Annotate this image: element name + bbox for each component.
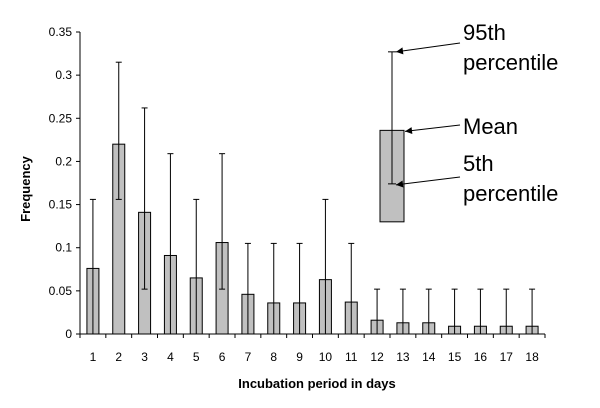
legend-mean-arrow-head bbox=[405, 127, 413, 135]
y-tick-label: 0.35 bbox=[49, 25, 73, 39]
legend-p95-label-line1: 95th bbox=[463, 20, 506, 45]
x-tick-label: 16 bbox=[474, 350, 488, 364]
x-tick-label: 15 bbox=[448, 350, 462, 364]
axes-layer: 00.050.10.150.20.250.30.351 2 3 4 5 6 7 8 9 10 11 1… bbox=[49, 25, 546, 364]
x-tick-label: 4 bbox=[167, 350, 174, 364]
legend-p95-arrow bbox=[395, 42, 461, 53]
x-tick-label: 10 bbox=[319, 350, 333, 364]
y-tick-label: 0.3 bbox=[55, 68, 72, 82]
legend-p5-label-line2: percentile bbox=[463, 181, 558, 206]
x-axis-title: Incubation period in days bbox=[238, 376, 395, 391]
legend-mean-label: Mean bbox=[463, 114, 518, 139]
x-tick-label: 1 bbox=[90, 350, 97, 364]
y-tick-label: 0.15 bbox=[49, 198, 73, 212]
legend-p95-arrow-head bbox=[396, 47, 404, 55]
x-tick-label: 17 bbox=[500, 350, 514, 364]
legend-p5-label-line1: 5th bbox=[463, 151, 494, 176]
legend-p95-label-line2: percentile bbox=[463, 50, 558, 75]
legend-p5-arrow bbox=[395, 176, 461, 186]
x-tick-label: 18 bbox=[525, 350, 539, 364]
x-tick-label: 9 bbox=[296, 350, 303, 364]
error-bars-layer bbox=[89, 61, 536, 334]
y-tick-label: 0.2 bbox=[55, 154, 72, 168]
legend-p5-arrow-head bbox=[396, 180, 404, 188]
x-tick-label: 11 bbox=[345, 350, 358, 364]
legend-mean-arrow bbox=[404, 124, 461, 132]
x-tick-label: 2 bbox=[115, 350, 122, 364]
y-tick-label: 0.1 bbox=[55, 241, 72, 255]
x-tick-label: 6 bbox=[219, 350, 226, 364]
y-tick-label: 0.05 bbox=[49, 284, 73, 298]
y-tick-label: 0.25 bbox=[49, 111, 73, 125]
y-axis-title: Frequency bbox=[18, 155, 33, 222]
x-tick-label: 13 bbox=[396, 350, 410, 364]
x-tick-label: 8 bbox=[270, 350, 277, 364]
x-tick-label: 3 bbox=[141, 350, 148, 364]
legend-example bbox=[379, 42, 461, 223]
y-tick-label: 0 bbox=[65, 327, 72, 341]
x-tick-label: 14 bbox=[422, 350, 436, 364]
x-tick-label: 7 bbox=[245, 350, 252, 364]
x-tick-label: 12 bbox=[370, 350, 384, 364]
x-tick-label: 5 bbox=[193, 350, 200, 364]
